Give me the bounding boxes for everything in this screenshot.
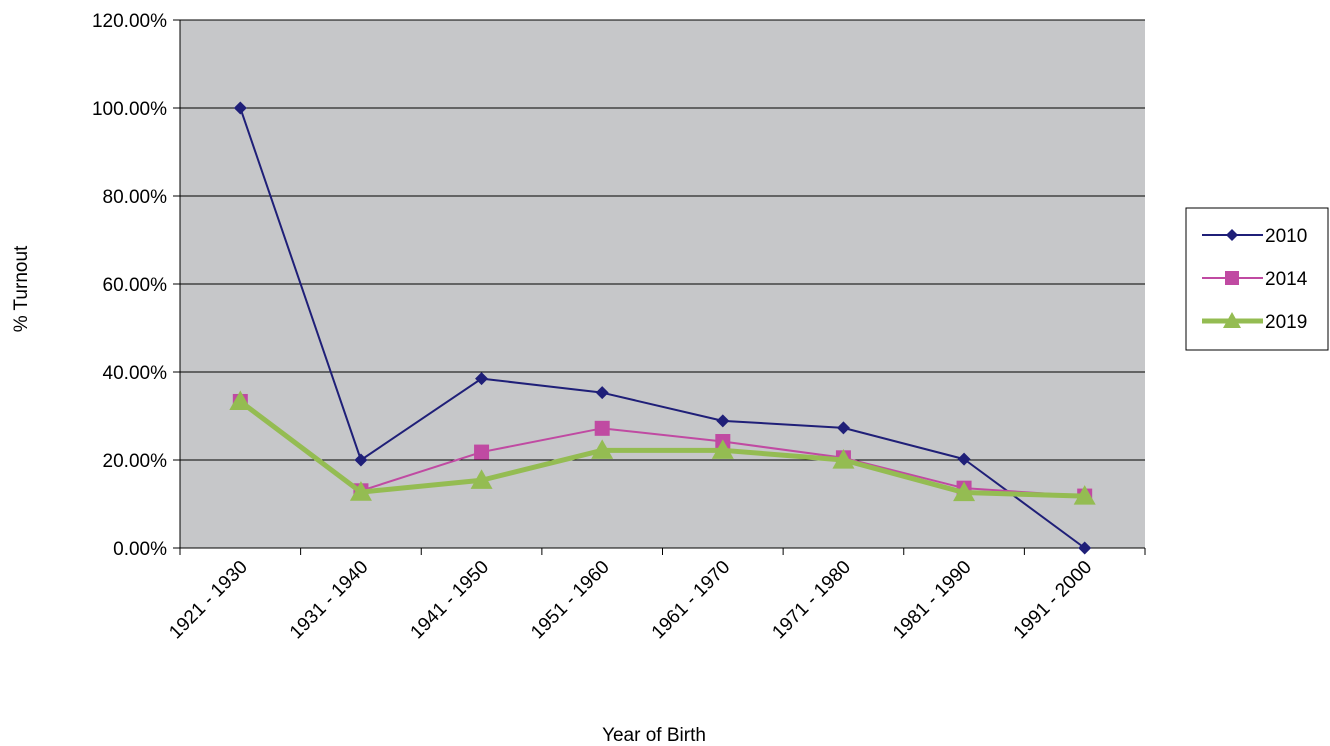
diamond-marker (233, 101, 247, 115)
diamond-marker (716, 414, 730, 428)
y-axis-ticks: 0.00% 20.00% 40.00% 60.00% 80.00% 100.00% 120.… (92, 11, 180, 560)
legend-item-2014: 2014 (1202, 269, 1308, 290)
series-group (229, 101, 1096, 555)
x-tick-label: 1991 - 2000 (1010, 557, 1097, 644)
diamond-marker (475, 372, 489, 386)
y-axis-title: % Turnout (11, 245, 32, 332)
diamond-marker (836, 421, 850, 435)
diamond-marker (1226, 229, 1238, 241)
diamond-marker (1078, 541, 1092, 555)
triangle-marker (591, 439, 614, 459)
series-line-2010 (239, 107, 1086, 549)
square-marker (1225, 271, 1239, 285)
series-line-2019 (238, 399, 1085, 499)
diamond-marker (957, 452, 971, 466)
x-tick-label: 1931 - 1940 (286, 557, 373, 644)
triangle-marker (711, 439, 734, 459)
x-tick-label: 1961 - 1970 (648, 557, 735, 644)
y-tick-label: 100.00% (92, 99, 167, 120)
legend-item-2010: 2010 (1202, 226, 1307, 247)
legend-label: 2014 (1265, 269, 1308, 290)
x-tick-label: 1971 - 1980 (768, 557, 855, 644)
series-2010 (233, 101, 1092, 555)
gridlines (180, 19, 1145, 461)
x-tick-label: 1951 - 1960 (527, 557, 614, 644)
square-marker (594, 420, 610, 436)
triangle-marker (832, 449, 855, 469)
legend: 2010 2014 2019 (1185, 207, 1329, 351)
legend-item-2019: 2019 (1202, 312, 1307, 333)
y-tick-label: 40.00% (103, 363, 168, 384)
y-tick-label: 0.00% (113, 539, 167, 560)
legend-label: 2010 (1265, 226, 1307, 247)
series-line-2014 (239, 400, 1085, 498)
square-marker (474, 444, 490, 460)
triangle-marker (349, 481, 372, 501)
triangle-marker (1223, 312, 1241, 329)
y-tick-label: 80.00% (103, 187, 168, 208)
legend-label: 2019 (1265, 312, 1307, 333)
triangle-marker (953, 481, 976, 502)
diamond-marker (354, 453, 368, 467)
series-2019 (229, 390, 1096, 505)
diamond-marker (595, 386, 609, 400)
x-axis-title: Year of Birth (602, 725, 706, 746)
x-axis-ticks: 1921 - 1930 1931 - 1940 1941 - 1950 1951 - … (165, 548, 1146, 644)
triangle-marker (470, 469, 493, 489)
x-tick-label: 1921 - 1930 (165, 557, 252, 644)
triangle-marker (229, 390, 252, 411)
x-tick-label: 1941 - 1950 (407, 557, 494, 644)
y-tick-label: 120.00% (92, 11, 167, 32)
y-tick-label: 20.00% (103, 451, 168, 472)
triangle-marker (1073, 485, 1096, 505)
x-tick-label: 1981 - 1990 (889, 557, 976, 644)
y-tick-label: 60.00% (103, 275, 168, 296)
